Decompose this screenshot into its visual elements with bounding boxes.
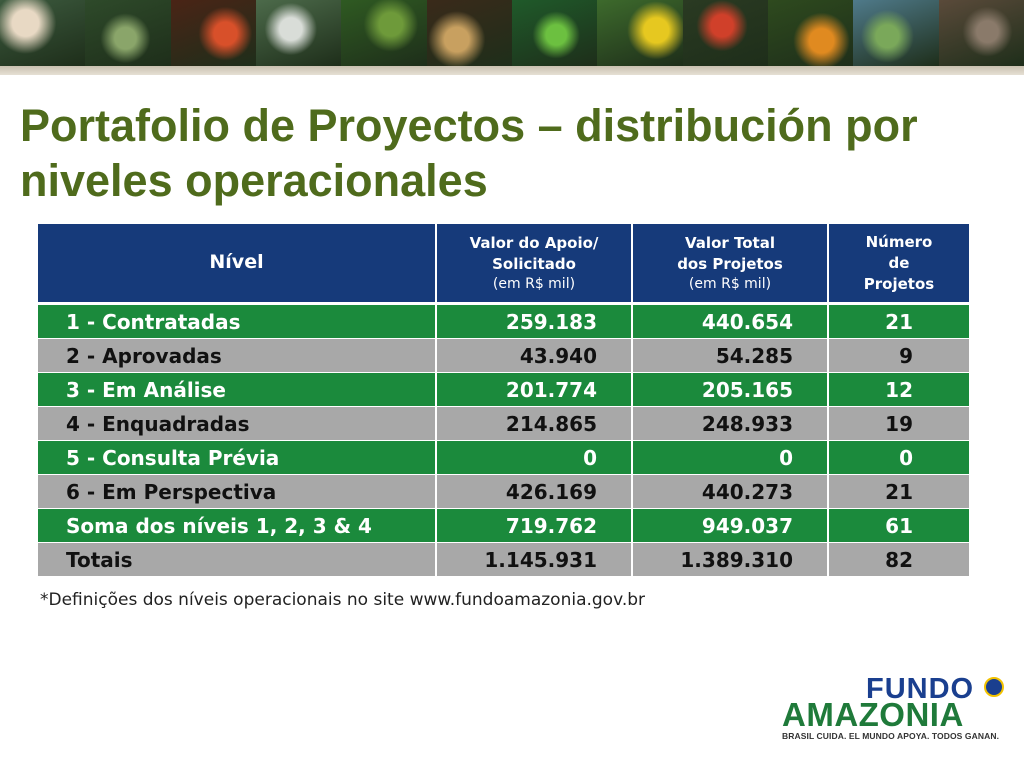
support-value-cell: 43.940 (436, 338, 633, 373)
project-count-cell: 21 (828, 303, 969, 339)
header-project-count: Número de Projetos (828, 224, 969, 305)
project-count-cell: 0 (828, 440, 969, 475)
total-value-cell: 949.037 (632, 508, 829, 543)
project-count-cell: 21 (828, 474, 969, 509)
logo-tagline: BRASIL CUIDA. EL MUNDO APOYA. TODOS GANA… (782, 731, 1000, 741)
project-count-cell: 19 (828, 406, 969, 441)
header-count-line3: Projetos (863, 274, 935, 293)
table-header-row: Nível Valor do Apoio/ Solicitado (em R$ … (38, 224, 969, 305)
yellow-tree-photo (597, 0, 683, 66)
red-bird-photo (170, 0, 256, 66)
slide-title: Portafolio de Proyectos – distribución p… (20, 100, 918, 206)
support-value-cell: 426.169 (436, 474, 633, 509)
header-total-unit: (em R$ mil) (688, 276, 772, 292)
project-count-cell: 82 (828, 542, 969, 577)
logo-globe-icon (985, 678, 1003, 696)
support-value-cell: 259.183 (436, 303, 633, 339)
header-count-line1: Número (865, 232, 933, 251)
total-value-cell: 0 (632, 440, 829, 475)
support-value-cell: 214.865 (436, 406, 633, 441)
level-cell: 4 - Enquadradas (38, 406, 437, 441)
logo-wordmark-fundo: FUNDO (866, 673, 974, 705)
total-value-cell: 54.285 (632, 338, 829, 373)
banner-divider (0, 66, 1024, 75)
level-cell: Soma dos níveis 1, 2, 3 & 4 (38, 508, 437, 543)
forest-canopy-photo (341, 0, 427, 66)
support-value-cell: 0 (436, 440, 633, 475)
level-cell: Totais (38, 542, 437, 577)
level-cell: 1 - Contratadas (38, 303, 437, 339)
header-total-line1: Valor Total (685, 234, 775, 252)
total-value-cell: 440.654 (632, 303, 829, 339)
total-value-cell: 205.165 (632, 372, 829, 407)
orange-snake-photo (767, 0, 854, 66)
total-value-cell: 1.389.310 (632, 542, 829, 577)
logo-wordmark-amazonia: AMAZONIA (782, 696, 964, 733)
support-value-cell: 719.762 (436, 508, 633, 543)
level-cell: 5 - Consulta Prévia (38, 440, 437, 475)
photo-banner (0, 0, 1024, 66)
table-row: Totais 1.145.931 1.389.310 82 (38, 542, 969, 577)
project-count-cell: 9 (828, 338, 969, 373)
total-value-cell: 248.933 (632, 406, 829, 441)
header-level-label: Nível (209, 251, 264, 273)
level-cell: 6 - Em Perspectiva (38, 474, 437, 509)
level-cell: 3 - Em Análise (38, 372, 437, 407)
support-value-cell: 1.145.931 (436, 542, 633, 577)
header-count-line2: de (888, 253, 910, 272)
header-support-line2: Solicitado (492, 255, 576, 273)
table-row: 6 - Em Perspectiva 426.169 440.273 21 (38, 474, 969, 509)
table-row: 2 - Aprovadas 43.940 54.285 9 (38, 338, 969, 373)
total-value-cell: 440.273 (632, 474, 829, 509)
level-cell: 2 - Aprovadas (38, 338, 437, 373)
table-row: 1 - Contratadas 259.183 440.654 21 (38, 303, 969, 339)
header-support-line1: Valor do Apoio/ (469, 234, 599, 252)
project-count-cell: 12 (828, 372, 969, 407)
footnote: *Definições dos níveis operacionais no s… (40, 590, 646, 610)
tree-bark-photo (938, 0, 1024, 66)
green-frog-photo (511, 0, 598, 66)
river-landscape-photo (853, 0, 939, 66)
header-support-value: Valor do Apoio/ Solicitado (em R$ mil) (436, 224, 633, 305)
table-row: 4 - Enquadradas 214.865 248.933 19 (38, 406, 969, 441)
header-total-line2: dos Projetos (677, 255, 783, 273)
fundo-amazonia-logo: FUNDO AMAZONIA (782, 673, 1004, 733)
red-monkey-photo (682, 0, 768, 66)
project-count-cell: 61 (828, 508, 969, 543)
ocelot-photo (426, 0, 512, 66)
header-total-value: Valor Total dos Projetos (em R$ mil) (632, 224, 829, 305)
header-support-unit: (em R$ mil) (492, 276, 576, 292)
riverside-house-photo (255, 0, 342, 66)
support-value-cell: 201.774 (436, 372, 633, 407)
table-row: Soma dos níveis 1, 2, 3 & 4 719.762 949.… (38, 508, 969, 543)
table-row: 3 - Em Análise 201.774 205.165 12 (38, 372, 969, 407)
water-lily-photo (0, 0, 86, 66)
portfolio-table: Nível Valor do Apoio/ Solicitado (em R$ … (38, 224, 969, 577)
table-row: 5 - Consulta Prévia 0 0 0 (38, 440, 969, 475)
reed-plants-photo (85, 0, 171, 66)
header-level: Nível (38, 224, 437, 305)
